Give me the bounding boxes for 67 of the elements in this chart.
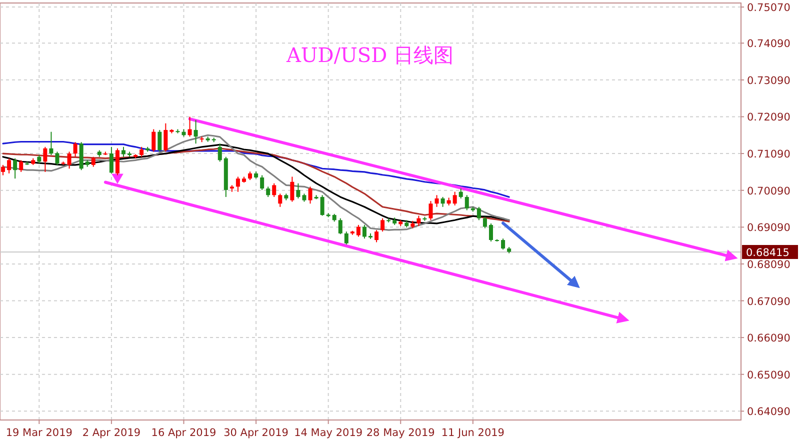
candlestick	[482, 216, 487, 229]
x-tick-label: 11 Jun 2019	[441, 427, 504, 439]
candlestick	[440, 196, 445, 208]
candlestick	[152, 128, 156, 152]
candlestick	[140, 146, 144, 158]
candlestick	[501, 238, 506, 250]
candlestick	[7, 158, 12, 174]
y-tick-label: 0.64090	[747, 406, 790, 418]
candlestick	[464, 194, 469, 211]
candlestick	[188, 116, 192, 138]
candlestick	[338, 218, 342, 235]
y-tick-label: 0.69090	[747, 222, 790, 234]
text: AUD/USD 日线图	[285, 43, 454, 67]
candlestick	[374, 230, 379, 243]
candlestick	[122, 146, 126, 158]
y-tick-label: 0.73090	[747, 74, 790, 87]
candlestick	[109, 146, 114, 174]
candlestick	[91, 156, 96, 168]
candlestick	[416, 215, 421, 227]
candlestick	[13, 158, 18, 180]
candlestick	[43, 146, 48, 172]
x-tick-label: 2 Apr 2019	[82, 427, 141, 439]
candlestick	[1, 164, 6, 176]
x-tick-label: 28 May 2019	[366, 427, 435, 439]
x-tick-label: 19 Mar 2019	[6, 427, 72, 439]
y-tick-label: 0.71090	[747, 148, 790, 161]
candlestick	[356, 224, 360, 238]
candlestick	[428, 200, 433, 221]
candlestick	[320, 194, 324, 216]
candlestick	[452, 191, 457, 206]
y-tick-label: 0.74090	[747, 38, 790, 50]
y-tick-label: 0.75070	[747, 2, 790, 14]
y-tick-label: 0.72090	[747, 112, 790, 124]
candlestick	[73, 142, 78, 158]
x-tick-label: 14 May 2019	[294, 427, 363, 439]
candlestick	[488, 222, 493, 242]
y-tick-label: 0.67090	[747, 296, 790, 308]
candlestick	[194, 120, 198, 144]
candlestick	[272, 182, 276, 198]
candlestick	[308, 186, 312, 204]
x-tick-label: 16 Apr 2019	[151, 427, 216, 439]
candlestick	[458, 188, 463, 199]
candlestick	[158, 129, 162, 152]
y-tick-label: 0.66090	[747, 332, 790, 345]
y-tick-label: 0.65090	[747, 369, 790, 382]
candlestick	[260, 174, 264, 190]
candlestick	[362, 224, 366, 240]
candlestick	[55, 151, 60, 166]
candlestick	[236, 176, 240, 192]
candlestick	[164, 122, 168, 152]
x-tick-label: 30 Apr 2019	[224, 427, 289, 439]
candlestick	[266, 186, 270, 198]
candlestick	[218, 143, 222, 162]
candlestick	[296, 182, 300, 199]
candlestick	[19, 160, 24, 172]
candlestick	[278, 193, 282, 208]
candlestick	[476, 206, 481, 221]
candlestick	[434, 194, 439, 208]
candlestick	[344, 231, 348, 245]
candlestick	[67, 151, 72, 170]
ref-line-label: 0.68415	[746, 246, 790, 259]
candlestick	[290, 176, 294, 202]
candlestick	[380, 218, 385, 232]
y-tick-label: 0.68090	[747, 258, 790, 271]
candlestick	[115, 148, 120, 176]
y-tick-label: 0.70090	[747, 185, 790, 198]
candlestick	[49, 131, 54, 156]
